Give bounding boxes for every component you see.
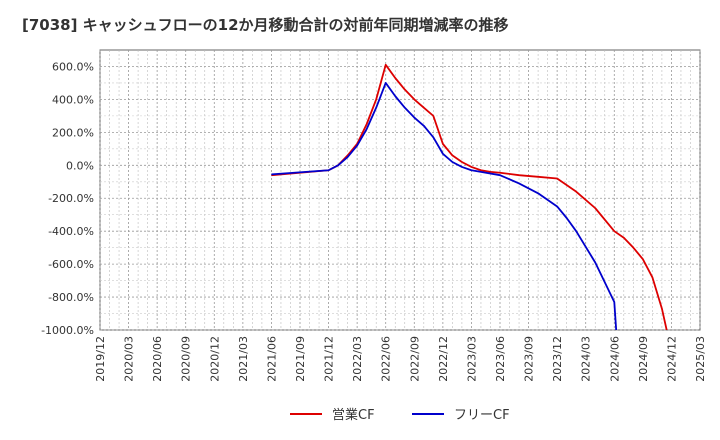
legend-label-free-cf: フリーCF bbox=[454, 408, 510, 423]
x-tick-label: 2023/03 bbox=[465, 336, 478, 382]
x-tick-label: 2023/09 bbox=[523, 336, 536, 382]
x-tick-label: 2021/03 bbox=[237, 336, 250, 382]
x-tick-label: 2023/06 bbox=[494, 336, 507, 382]
y-tick-label: 400.0% bbox=[52, 93, 94, 106]
gridlines bbox=[99, 50, 701, 331]
x-axis-tick-labels: 2019/12 2020/03 2020/06 2020/09 2020/12 2021/… bbox=[94, 336, 707, 382]
x-tick-label: 2021/09 bbox=[294, 336, 307, 382]
plot-area bbox=[99, 49, 701, 331]
x-tick-label: 2020/12 bbox=[208, 336, 221, 382]
series-lines bbox=[271, 63, 668, 330]
legend-label-operating-cf: 営業CF bbox=[332, 407, 375, 423]
y-tick-label: -400.0% bbox=[48, 225, 94, 238]
y-tick-label: -200.0% bbox=[48, 192, 94, 205]
x-tick-label: 2022/06 bbox=[380, 336, 393, 382]
series-line-free-cf bbox=[271, 82, 618, 330]
x-tick-label: 2022/12 bbox=[437, 336, 450, 382]
x-tick-label: 2023/12 bbox=[551, 336, 564, 382]
y-axis-tick-labels: 600.0% 400.0% 200.0% 0.0% -200.0% -400.0% -600… bbox=[41, 60, 94, 337]
x-tick-label: 2024/09 bbox=[637, 336, 650, 382]
x-tick-label: 2019/12 bbox=[94, 336, 107, 382]
x-tick-label: 2024/12 bbox=[665, 336, 678, 382]
y-tick-label: -800.0% bbox=[48, 291, 94, 304]
x-tick-label: 2024/06 bbox=[608, 336, 621, 382]
x-tick-label: 2020/03 bbox=[123, 336, 136, 382]
x-tick-label: 2022/03 bbox=[351, 336, 364, 382]
series-line-operating-cf bbox=[271, 63, 668, 330]
y-tick-label: -600.0% bbox=[48, 258, 94, 271]
x-tick-label: 2020/06 bbox=[151, 336, 164, 382]
y-tick-label: 0.0% bbox=[66, 159, 94, 172]
y-tick-label: 200.0% bbox=[52, 126, 94, 139]
x-tick-label: 2025/03 bbox=[694, 336, 707, 382]
y-tick-label: -1000.0% bbox=[41, 324, 94, 337]
chart-title: [7038] キャッシュフローの12か月移動合計の対前年同期増減率の推移 bbox=[22, 16, 509, 34]
legend: 営業CF フリーCF bbox=[290, 407, 510, 423]
x-tick-label: 2020/09 bbox=[180, 336, 193, 382]
y-tick-label: 600.0% bbox=[52, 60, 94, 73]
x-tick-label: 2021/12 bbox=[323, 336, 336, 382]
x-tick-label: 2024/03 bbox=[580, 336, 593, 382]
x-tick-label: 2021/06 bbox=[265, 336, 278, 382]
plot-frame-rect bbox=[99, 49, 701, 331]
x-tick-label: 2022/09 bbox=[408, 336, 421, 382]
